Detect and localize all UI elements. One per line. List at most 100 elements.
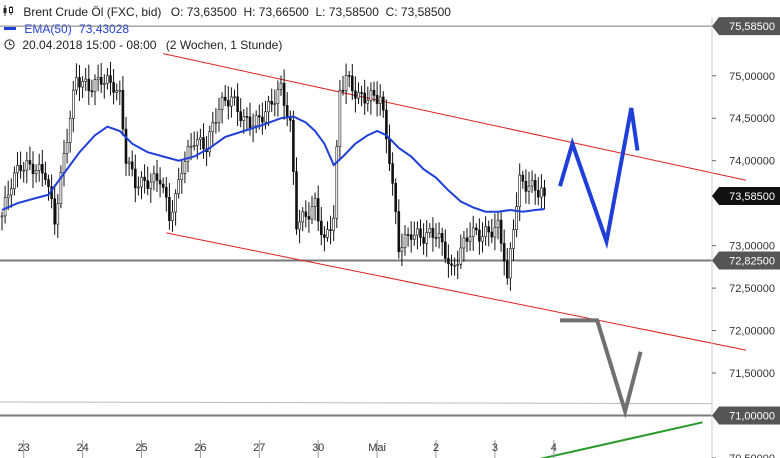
candle-body	[249, 117, 251, 128]
candle-body	[354, 91, 356, 98]
candle-body	[506, 261, 508, 278]
candle-body	[265, 112, 267, 122]
candle-body	[48, 180, 50, 187]
candle-body	[190, 146, 192, 147]
candle-body	[302, 212, 304, 222]
candle-body	[528, 186, 530, 191]
candle-body	[364, 93, 366, 103]
candle-body	[32, 164, 34, 174]
candle-body	[283, 83, 285, 105]
candle-body	[370, 90, 372, 100]
candle-body	[196, 140, 198, 146]
candle-body	[268, 101, 270, 111]
candle-body	[463, 238, 465, 248]
channel-lower-line	[166, 233, 746, 350]
projection-up-line	[560, 108, 638, 241]
candle-body	[199, 137, 201, 139]
candle-body	[63, 153, 65, 172]
candle-body	[494, 227, 496, 237]
candle-body	[323, 235, 325, 238]
candle-body	[500, 220, 502, 243]
candle-body	[125, 129, 127, 163]
candle-body	[395, 183, 397, 211]
candle-body	[57, 204, 59, 224]
candle-body	[469, 237, 471, 242]
y-tick-label: 74,00000	[729, 156, 775, 168]
candle-body	[184, 162, 186, 174]
x-tick-label: 2	[433, 442, 439, 454]
candle-body	[308, 217, 310, 220]
candle-body	[156, 174, 158, 181]
candle-body	[472, 228, 474, 237]
candle-body	[243, 116, 245, 120]
candle-body	[286, 105, 288, 117]
candle-body	[110, 76, 112, 83]
candle-body	[227, 100, 229, 106]
candlesticks	[1, 62, 546, 291]
x-axis: 23 24 25 26 27 30 Mai 2 3 4	[18, 440, 557, 458]
candle-body	[274, 104, 276, 105]
candle-body	[420, 229, 422, 238]
candle-body	[38, 164, 40, 170]
candle-body	[79, 78, 81, 88]
candle-body	[234, 97, 236, 98]
candle-body	[7, 195, 9, 198]
candle-body	[522, 175, 524, 181]
x-tick-label: 24	[76, 442, 88, 454]
candle-body	[35, 170, 37, 173]
candle-body	[4, 198, 6, 216]
candle-body	[398, 212, 400, 252]
level-line-thin	[0, 402, 712, 404]
y-tick-label: 73,00000	[729, 241, 775, 253]
candle-body	[454, 265, 456, 266]
candle-body	[376, 95, 378, 103]
candle-body	[144, 177, 146, 180]
candle-body	[116, 91, 118, 93]
price-tag-label: 71,00000	[729, 411, 775, 423]
projection-down-line	[560, 320, 641, 411]
ema-line-group	[2, 117, 545, 212]
y-tick-label: 71,50000	[729, 368, 775, 380]
candle-body	[339, 90, 341, 146]
candle-body	[131, 162, 133, 169]
candle-body	[438, 233, 440, 237]
price-tag-label: 73,58500	[729, 191, 775, 203]
y-tick-label: 72,50000	[729, 283, 775, 295]
candle-body	[203, 137, 205, 148]
candle-body	[333, 218, 335, 230]
candle-body	[475, 228, 477, 230]
candle-body	[401, 248, 403, 252]
candle-body	[218, 109, 220, 122]
candle-body	[20, 165, 22, 170]
candle-body	[13, 173, 15, 189]
candle-body	[361, 92, 363, 93]
price-tag-label: 72,82500	[729, 256, 775, 268]
candle-body	[237, 97, 239, 112]
candle-body	[432, 228, 434, 237]
candle-body	[97, 77, 99, 79]
candle-body	[296, 172, 298, 229]
candle-body	[193, 145, 195, 146]
candle-body	[373, 90, 375, 95]
candle-body	[150, 182, 152, 189]
candle-body	[224, 97, 226, 100]
candle-body	[451, 264, 453, 266]
candle-body	[69, 118, 71, 142]
candle-body	[497, 220, 499, 227]
candle-body	[379, 97, 381, 104]
candle-body	[392, 164, 394, 184]
candle-body	[271, 101, 273, 104]
candle-body	[317, 199, 319, 222]
candle-body	[94, 80, 96, 92]
candle-body	[525, 181, 527, 191]
candle-body	[91, 91, 93, 92]
y-tick-label: 74,50000	[729, 113, 775, 125]
candle-body	[212, 123, 214, 132]
candle-body	[10, 189, 12, 195]
candle-body	[23, 170, 25, 171]
candle-body	[54, 199, 56, 224]
candle-body	[106, 76, 108, 84]
y-tick-label: 70,50000	[729, 453, 775, 458]
candle-body	[221, 97, 223, 109]
